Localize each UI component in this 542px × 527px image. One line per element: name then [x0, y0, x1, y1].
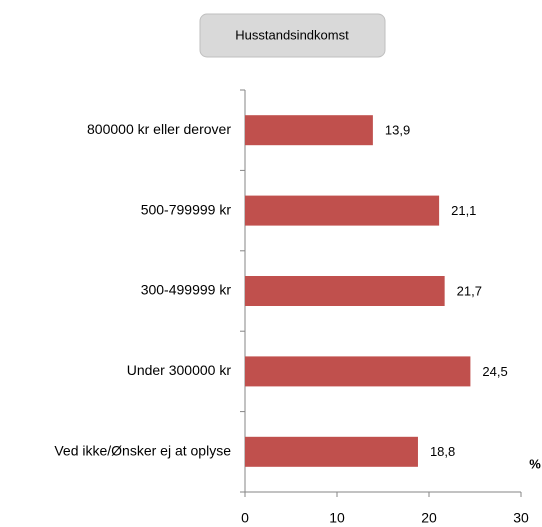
- x-tick-label: 20: [421, 510, 437, 526]
- y-tick-label: 500-799999 kr: [141, 201, 232, 217]
- bar: [245, 115, 373, 146]
- y-tick-label: Ved ikke/Ønsker ej at oplyse: [54, 443, 231, 459]
- x-tick-label: 0: [241, 510, 249, 526]
- y-tick-label: Under 300000 kr: [127, 362, 232, 378]
- bar: [245, 356, 471, 387]
- x-tick-label: 30: [513, 510, 529, 526]
- value-label: 13,9: [385, 123, 410, 138]
- y-tick-label: 800000 kr eller derover: [87, 121, 231, 137]
- x-axis-label: %: [529, 456, 541, 471]
- x-tick-label: 10: [329, 510, 345, 526]
- value-label: 21,1: [451, 203, 476, 218]
- title-box: [199, 13, 386, 58]
- chart-title: Husstandsindkomst: [235, 27, 349, 42]
- bar: [245, 195, 440, 226]
- bar: [245, 276, 445, 306]
- bar: [245, 436, 418, 467]
- value-label: 18,8: [430, 444, 455, 459]
- value-label: 24,5: [482, 364, 507, 379]
- y-tick-label: 300-499999 kr: [141, 282, 232, 298]
- value-label: 21,7: [457, 283, 482, 298]
